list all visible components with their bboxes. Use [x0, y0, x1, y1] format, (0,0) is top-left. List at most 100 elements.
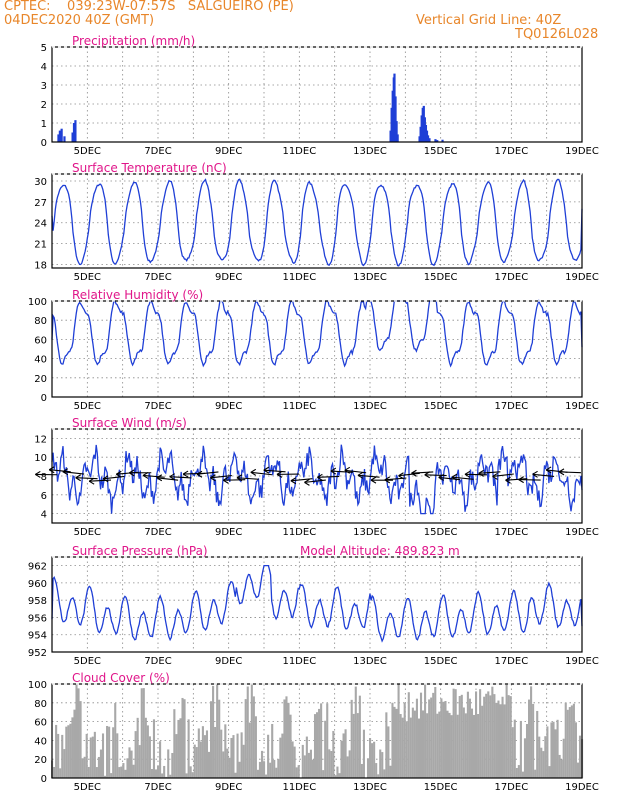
- cloud-bar: [71, 717, 74, 778]
- cloud-bar: [458, 696, 461, 778]
- cloud-bar: [479, 689, 482, 778]
- temp-ytick-label: 27: [34, 198, 47, 209]
- wind-vector-head: [116, 470, 122, 478]
- cloud-bar: [546, 726, 549, 778]
- cloud-bar: [144, 717, 147, 778]
- cloud-bar: [562, 738, 565, 778]
- cloud-bar: [250, 684, 253, 778]
- wind-vector-head: [223, 476, 229, 484]
- cloud-bar: [248, 722, 251, 778]
- cloud-bar: [521, 771, 524, 778]
- wind-vector: [492, 473, 514, 478]
- pres-ytick-label: 952: [28, 648, 47, 659]
- cloud-xtick-label: 7DEC: [144, 782, 171, 793]
- wind-vector-head: [102, 475, 109, 483]
- cloud-bar: [466, 691, 469, 778]
- wind-ytick-label: 10: [34, 453, 47, 464]
- cloud-bar: [73, 709, 76, 778]
- pres-xtick-label: 13DEC: [353, 656, 387, 667]
- cloud-bar: [85, 733, 88, 778]
- cloud-bar: [273, 759, 276, 778]
- cloud-bar: [544, 736, 547, 778]
- pres-xtick-label: 11DEC: [282, 656, 316, 667]
- cloud-bar: [99, 749, 103, 778]
- wind-vector-head: [398, 472, 404, 480]
- temp-ytick-label: 30: [34, 177, 47, 188]
- precip-bar: [395, 121, 398, 142]
- cloud-bar: [285, 696, 288, 778]
- cloud-bar: [122, 763, 125, 778]
- cloud-bar: [350, 699, 353, 778]
- cloud-bar: [554, 729, 557, 778]
- cloud-bar: [283, 699, 286, 778]
- wind-vector-head: [357, 471, 364, 479]
- cloud-bar: [246, 686, 249, 778]
- vertical-grid-info: Vertical Grid Line: 40Z: [416, 13, 562, 28]
- cloud-bar: [277, 759, 280, 778]
- cloud-bar: [454, 689, 457, 778]
- cloud-bar: [263, 761, 266, 778]
- cloud-bar: [104, 775, 107, 778]
- cloud-bar: [442, 701, 445, 778]
- cloud-bar: [456, 714, 459, 778]
- rh-xtick-label: 7DEC: [144, 401, 171, 412]
- cloud-bar: [234, 772, 237, 778]
- cloud-bar: [116, 733, 119, 778]
- cloud-bar: [236, 733, 239, 778]
- cloud-bar: [509, 696, 512, 778]
- cloud-bar: [75, 684, 78, 778]
- pres-xtick-label: 9DEC: [215, 656, 242, 667]
- precip-xtick-label: 19DEC: [565, 146, 599, 157]
- pres-xtick-label: 15DEC: [424, 656, 458, 667]
- cloud-bar: [415, 698, 418, 778]
- cloud-bar: [106, 725, 109, 778]
- cloud-bar: [507, 695, 510, 778]
- cloud-bar: [448, 712, 451, 778]
- wind-vector-head: [424, 471, 431, 479]
- precip-bar: [396, 134, 399, 142]
- cloud-bar: [383, 769, 386, 778]
- wind-vector: [398, 472, 420, 477]
- wind-vector-head: [532, 470, 538, 478]
- cloud-bar: [183, 699, 186, 778]
- wind-vector-head: [505, 476, 511, 484]
- pres-xtick-label: 19DEC: [565, 656, 599, 667]
- precip-ytick-label: 2: [41, 100, 47, 111]
- wind-vector-head: [518, 476, 524, 484]
- temp-xtick-label: 15DEC: [424, 272, 458, 283]
- wind-vector: [62, 471, 85, 475]
- wind-vector: [236, 477, 259, 480]
- wind-vector-head: [464, 470, 471, 478]
- wind-vector-head: [438, 473, 444, 481]
- cloud-bar: [256, 769, 259, 778]
- wind-ytick-label: 8: [41, 472, 47, 483]
- cloud-bar: [238, 761, 241, 778]
- cloud-bar: [132, 764, 135, 778]
- cloud-bar: [523, 738, 527, 778]
- cloud-ytick-label: 20: [34, 755, 47, 766]
- cloud-bar: [534, 769, 537, 778]
- cloud-xtick-label: 17DEC: [494, 782, 528, 793]
- cloud-bar: [472, 714, 476, 778]
- cloud-bar: [470, 708, 474, 778]
- cloud-bar: [154, 769, 158, 778]
- rh-xtick-label: 19DEC: [565, 401, 599, 412]
- cloud-bar: [452, 688, 455, 778]
- temp-plot-area: [52, 174, 582, 268]
- cloud-bar: [128, 747, 131, 778]
- cloud-bar: [491, 686, 494, 778]
- cloud-bar: [197, 728, 200, 778]
- wind-xtick-label: 9DEC: [215, 527, 242, 538]
- cloud-bar: [548, 766, 551, 778]
- temp-xtick-label: 13DEC: [353, 272, 387, 283]
- cloud-bar: [295, 767, 298, 778]
- cloud-bar: [89, 737, 92, 778]
- wind-vector-head: [411, 469, 417, 477]
- cloud-bar: [65, 726, 68, 778]
- precip-bar: [57, 134, 60, 142]
- cloud-bar: [83, 756, 86, 778]
- cloud-bar: [348, 750, 351, 778]
- cloud-bar: [340, 740, 343, 778]
- cloud-bar: [228, 757, 231, 778]
- cloud-bar: [403, 702, 406, 778]
